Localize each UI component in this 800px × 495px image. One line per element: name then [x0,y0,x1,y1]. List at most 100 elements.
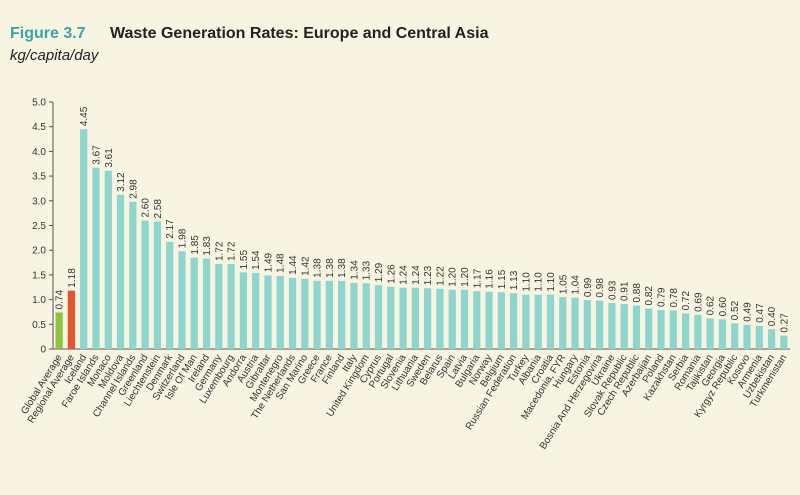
bar [571,297,579,349]
value-label: 1.42 [300,256,311,276]
bar [399,287,407,349]
y-tick-label: 0 [40,345,46,356]
value-label: 0.60 [718,296,729,316]
value-label: 3.67 [91,145,102,165]
bar [374,285,383,349]
bar [301,278,309,349]
bar [202,258,211,349]
value-label: 0.91 [620,281,631,301]
chart-title: Waste Generation Rates: Europe and Centr… [110,25,489,42]
value-label: 2.60 [141,198,152,218]
bar [448,289,456,349]
bar [608,303,616,349]
bar [276,275,284,349]
value-label: 4.45 [79,106,90,126]
bar [178,251,186,349]
value-label: 1.23 [423,265,434,285]
value-label: 3.61 [104,148,115,168]
value-label: 1.22 [435,266,446,286]
bar [596,300,604,349]
y-tick-label: 2.0 [32,246,46,257]
bar [473,291,481,349]
bar [534,294,542,349]
value-label: 0.72 [681,291,692,311]
bar [362,283,370,349]
y-tick-label: 5.0 [32,98,46,109]
value-label: 1.54 [251,250,262,270]
bar [104,170,112,349]
bar [424,288,432,349]
value-label: 1.10 [546,272,557,292]
chart-subtitle: kg/capita/day [10,47,100,64]
y-tick-label: 3.5 [32,172,46,183]
value-label: 1.98 [177,228,188,248]
bar [681,313,690,349]
value-label: 0.88 [632,283,643,303]
bar [166,241,174,349]
value-label: 0.62 [706,295,717,315]
value-label: 1.83 [202,236,213,256]
bar [645,308,653,349]
bar [215,264,223,349]
bar [694,314,702,349]
bar [411,287,419,349]
y-tick-label: 3.0 [32,196,46,207]
y-tick-label: 1.5 [32,270,46,281]
value-label: 1.16 [485,269,496,289]
bar [522,294,530,349]
value-label: 1.20 [448,267,459,287]
bar [227,264,235,349]
bar [141,220,149,349]
bar [313,280,321,349]
value-label: 1.34 [349,260,360,280]
bar [190,257,198,349]
bar [657,309,665,349]
value-label: 0.52 [730,300,741,320]
value-label: 0.82 [644,286,655,306]
value-label: 0.40 [767,306,778,326]
bar [632,305,641,349]
value-label: 1.05 [558,274,569,294]
value-label: 1.85 [190,235,201,255]
value-label: 2.17 [165,219,176,239]
value-label: 0.93 [607,280,618,300]
value-label: 1.24 [411,265,422,285]
bar [338,280,346,349]
bar [92,167,100,349]
value-label: 0.98 [595,278,606,298]
bar [80,129,88,349]
value-label: 0.47 [755,303,766,323]
bar [510,293,518,349]
bar [669,310,677,349]
bar [460,289,469,349]
value-label: 2.58 [153,199,164,219]
value-label: 1.33 [362,260,373,280]
bar [288,277,297,349]
value-label: 1.49 [263,252,274,272]
value-label: 0.78 [669,288,680,308]
bar [620,304,628,349]
value-label: 3.12 [116,172,127,192]
bar [559,297,567,349]
value-label: 1.29 [374,262,385,282]
bar [755,325,763,349]
value-label: 1.44 [288,255,299,275]
bar [743,324,751,349]
value-label: 1.10 [534,272,545,292]
value-label: 0.74 [55,290,66,310]
y-tick-label: 1.0 [32,295,46,306]
bar [780,335,788,349]
bar [706,318,714,349]
bar [497,292,505,349]
bar [252,272,260,349]
bar [239,272,247,349]
bar [767,329,776,349]
value-label: 1.72 [227,241,238,261]
value-label: 1.38 [337,258,348,278]
bar [718,319,727,349]
value-label: 2.98 [128,179,139,199]
value-label: 0.69 [693,292,704,312]
y-tick-label: 4.5 [32,122,46,133]
value-label: 1.72 [214,241,225,261]
value-label: 1.15 [497,269,508,289]
